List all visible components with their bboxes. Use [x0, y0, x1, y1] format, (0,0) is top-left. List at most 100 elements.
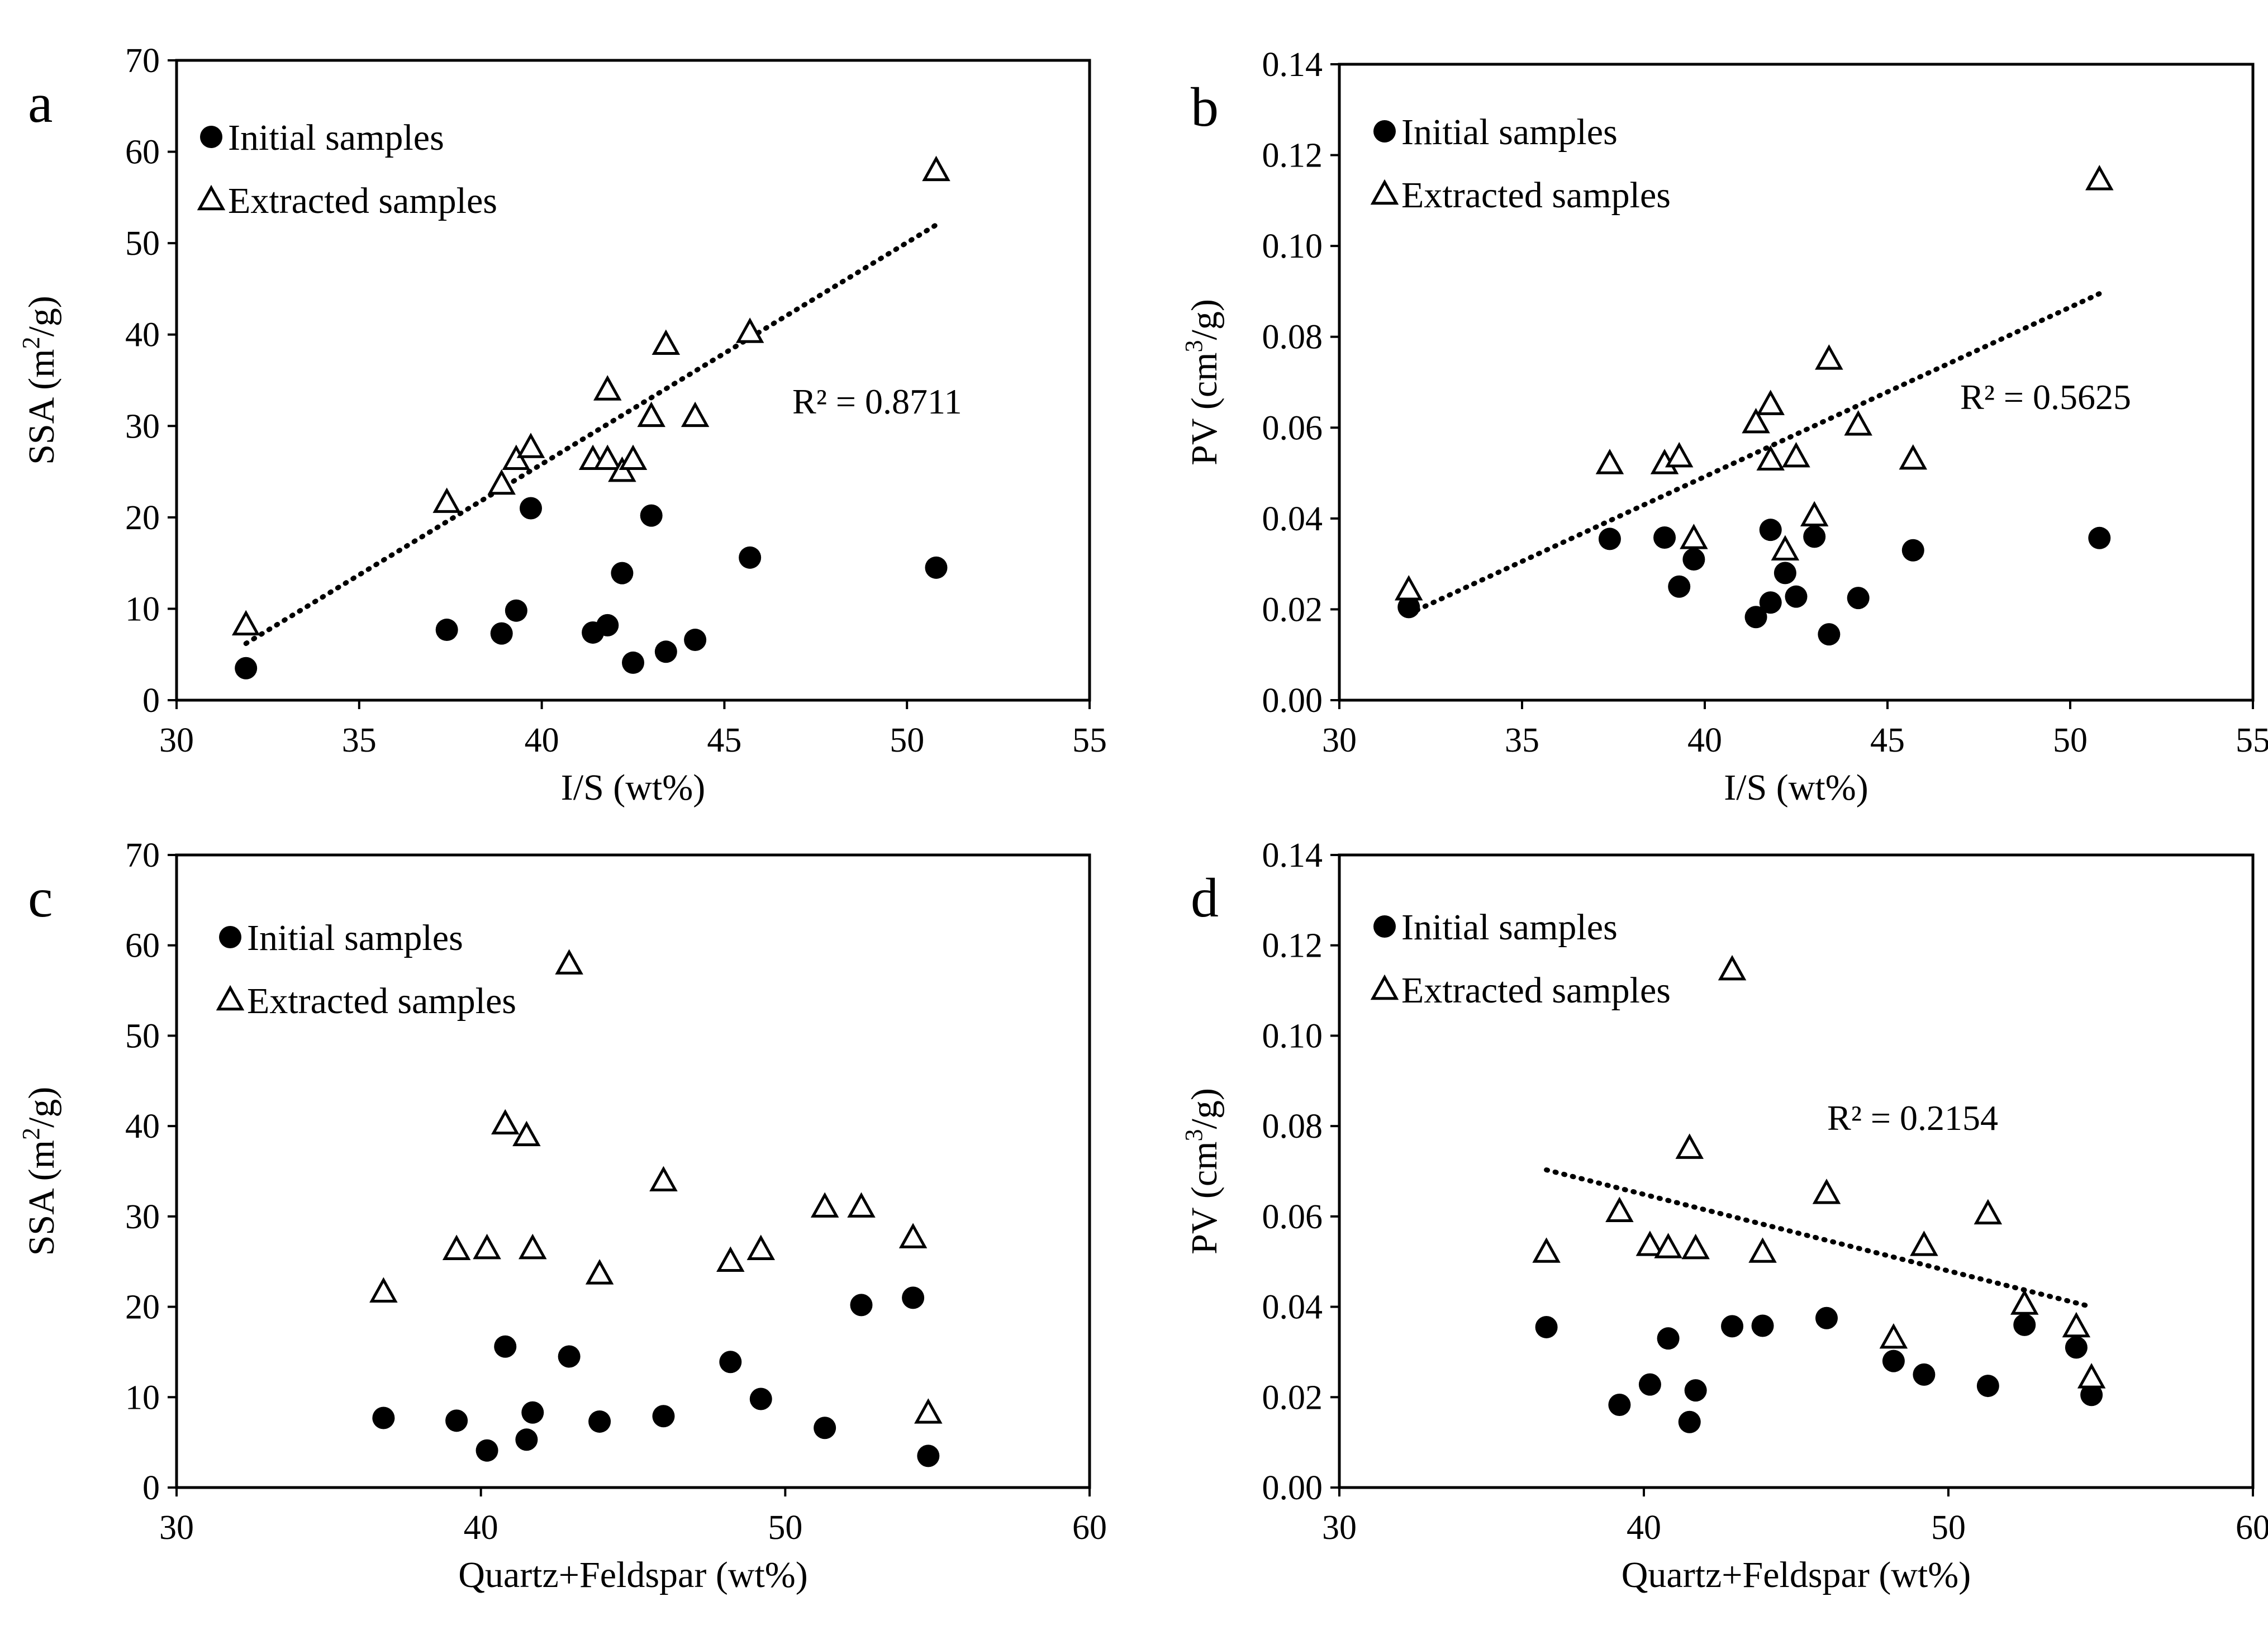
legend-marker-initial	[200, 126, 222, 148]
legend-marker-extracted	[216, 985, 245, 1011]
data-point-initial	[611, 562, 634, 585]
x-tick-label: 50	[1931, 1509, 1966, 1547]
series-initial	[235, 497, 948, 680]
data-point-initial	[640, 504, 663, 527]
data-point-extracted	[432, 487, 461, 513]
data-point-extracted	[1654, 1233, 1682, 1258]
y-axis-label-main: SSA (m	[21, 1140, 62, 1256]
data-point-initial	[1803, 525, 1826, 548]
data-point-extracted	[1742, 407, 1770, 434]
y-axis-label-superscript: 3	[1180, 1129, 1207, 1142]
data-point-extracted	[1605, 1196, 1634, 1223]
y-tick-label: 0.04	[1262, 1289, 1323, 1327]
panel-c: 0 10 20 30 40 50 60 70 30 40 50 60 Quartz+Feldspar (…	[17, 837, 1107, 1595]
data-point-initial	[445, 1409, 468, 1432]
y-tick-label: 0.12	[1262, 137, 1323, 175]
x-tick-label: 40	[525, 721, 559, 759]
data-point-extracted	[1595, 449, 1624, 474]
y-tick-label: 50	[125, 1017, 160, 1055]
data-point-initial	[1682, 548, 1705, 571]
data-point-extracted	[810, 1192, 839, 1218]
legend-marker-initial	[219, 926, 241, 948]
data-point-initial	[850, 1294, 873, 1317]
y-tick-label: 20	[125, 1289, 160, 1327]
y-tick-label: 0.12	[1262, 927, 1323, 965]
data-point-extracted	[1782, 441, 1810, 468]
legend: Initial samples Extracted samples	[197, 117, 497, 221]
legend-label-extracted: Extracted samples	[1401, 970, 1671, 1011]
data-point-initial	[1751, 1314, 1774, 1337]
legend-label-initial: Initial samples	[1401, 112, 1618, 153]
data-point-initial	[902, 1286, 925, 1309]
data-point-initial	[1818, 623, 1841, 646]
data-point-initial	[1684, 1379, 1707, 1402]
data-point-extracted	[1395, 575, 1423, 601]
legend-marker-extracted	[1370, 179, 1399, 205]
series-initial	[1397, 519, 2111, 646]
data-point-initial	[1976, 1375, 1999, 1398]
data-point-initial	[749, 1388, 772, 1410]
trendline	[1406, 291, 2102, 617]
data-point-initial	[2088, 526, 2111, 549]
y-tick-label: 30	[125, 1198, 160, 1236]
legend-marker-extracted	[197, 184, 226, 211]
data-point-initial	[1773, 562, 1796, 585]
data-point-initial	[1785, 585, 1808, 608]
data-point-initial	[494, 1335, 517, 1358]
y-tick-label: 50	[125, 225, 160, 263]
data-point-extracted	[593, 444, 622, 471]
data-point-extracted	[512, 1120, 541, 1147]
legend-label-extracted: Extracted samples	[228, 180, 497, 221]
y-tick-label: 60	[125, 134, 160, 172]
y-tick-label: 0.04	[1262, 500, 1323, 538]
data-point-initial	[925, 556, 948, 579]
data-point-initial	[1678, 1410, 1701, 1433]
data-point-extracted	[487, 469, 516, 495]
y-tick-label: 10	[125, 1379, 160, 1417]
data-point-initial	[1638, 1373, 1661, 1396]
data-point-extracted	[1910, 1230, 1938, 1256]
y-axis-label: SSA (m2/g)	[17, 296, 62, 465]
data-point-extracted	[1635, 1230, 1665, 1256]
data-point-initial	[814, 1417, 836, 1439]
data-point-initial	[1759, 519, 1782, 541]
data-point-initial	[1653, 526, 1676, 549]
panel-label: c	[28, 867, 53, 929]
data-point-extracted	[1680, 524, 1708, 549]
data-point-extracted	[1665, 441, 1694, 468]
series-initial	[1535, 1306, 2103, 1433]
y-axis-label-end: /g)	[1184, 299, 1225, 340]
data-point-initial	[1847, 587, 1870, 610]
data-point-initial	[505, 599, 527, 622]
y-tick-label: 0.10	[1262, 227, 1323, 265]
data-point-extracted	[847, 1192, 876, 1218]
data-point-initial	[435, 619, 458, 642]
legend: Initial samples Extracted samples	[216, 918, 516, 1021]
x-tick-label: 50	[2053, 721, 2088, 759]
data-point-initial	[1913, 1363, 1936, 1386]
data-point-initial	[652, 1405, 675, 1428]
data-point-extracted	[652, 329, 681, 355]
y-axis-label-end: /g)	[21, 1087, 62, 1128]
x-tick-label: 45	[707, 721, 741, 759]
y-tick-label: 0	[142, 1469, 160, 1507]
data-point-initial	[1882, 1350, 1905, 1372]
data-point-extracted	[649, 1166, 678, 1192]
panel-label: a	[28, 72, 53, 134]
data-point-extracted	[914, 1398, 943, 1424]
data-point-initial	[235, 657, 258, 680]
panel-label: d	[1191, 867, 1219, 929]
data-point-initial	[1535, 1315, 1558, 1338]
y-axis-label-superscript: 2	[17, 337, 45, 349]
panel-d: 0.00 0.02 0.04 0.06 0.08 0.10 0.12 0.14 30 40 50 60…	[1180, 837, 2268, 1595]
data-point-initial	[588, 1410, 611, 1433]
data-point-extracted	[555, 949, 583, 975]
y-axis-label-end: /g)	[1184, 1088, 1225, 1129]
y-tick-label: 70	[125, 42, 160, 80]
series-initial	[372, 1286, 940, 1467]
y-tick-label: 0.00	[1262, 1469, 1323, 1507]
x-tick-label: 30	[159, 1509, 194, 1547]
x-axis-label: I/S (wt%)	[1724, 767, 1868, 808]
data-point-extracted	[1681, 1233, 1710, 1260]
x-tick-label: 55	[2236, 721, 2268, 759]
